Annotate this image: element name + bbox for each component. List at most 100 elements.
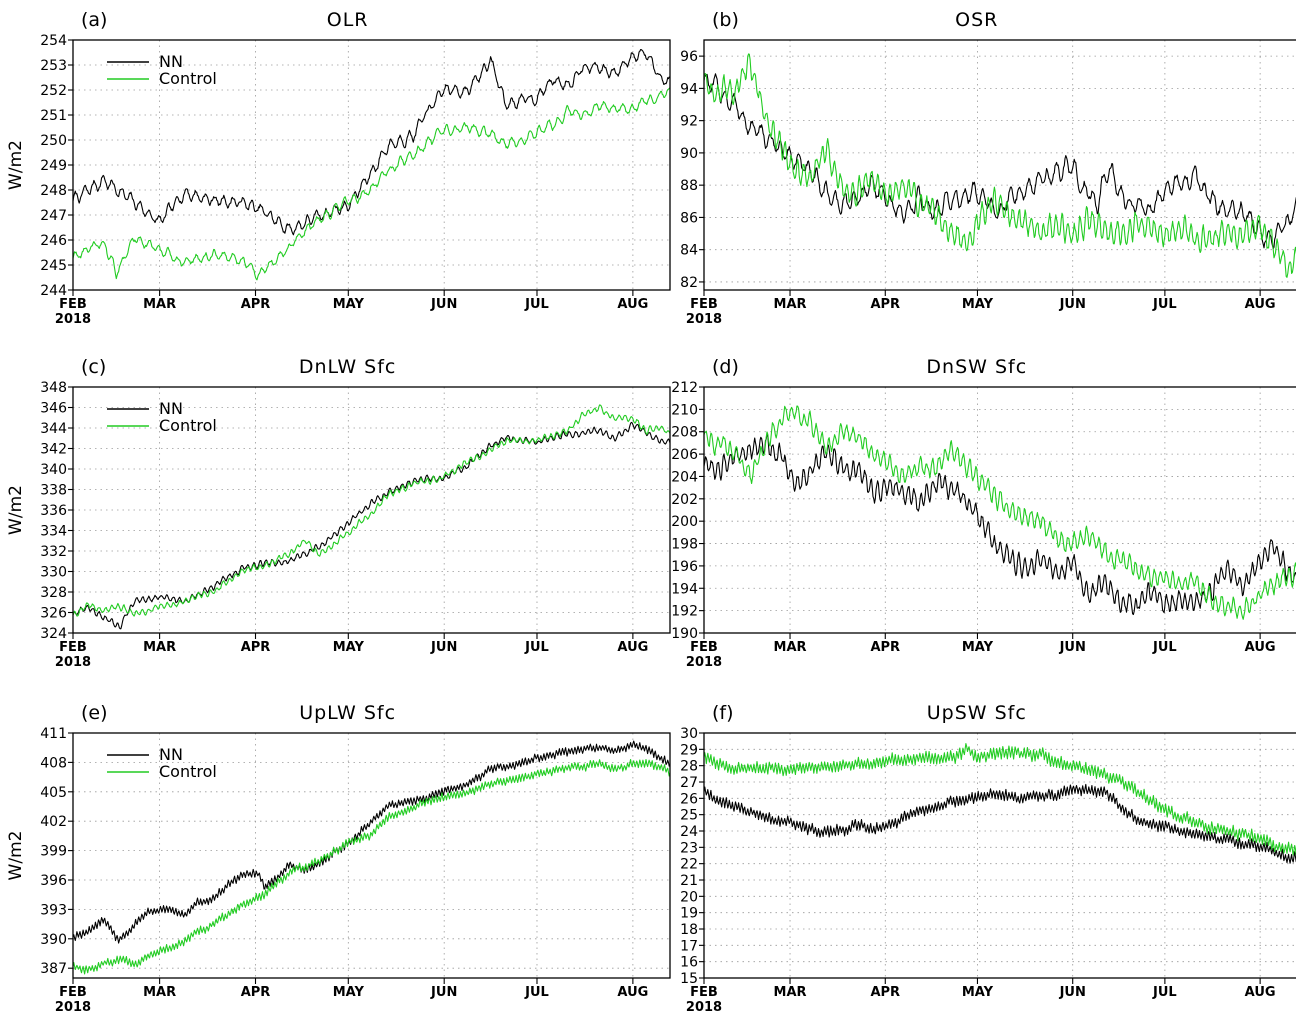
x-tick-label: MAY [333,297,365,312]
legend-label-control: Control [159,416,217,435]
y-tick-label: 249 [40,158,67,174]
x-tick-label: MAR [143,985,176,1000]
x-tick-label: MAY [333,985,365,1000]
x-tick-sublabel: 2018 [55,1000,91,1015]
series-line-control [703,405,1296,620]
y-tick-label: 346 [40,401,67,417]
panel-a: 244 245 246 247 248 249 250 251 252 253 254 FEB2018… [6,9,671,327]
series-line-control [72,404,671,617]
y-tick-label: 326 [40,606,67,622]
x-tick-label: AUG [1245,297,1276,312]
y-tick-label: 336 [40,503,67,519]
y-tick-label: 251 [40,108,67,124]
panel-label: (e) [81,702,108,724]
panel-label: (b) [712,9,739,31]
y-axis-label: W/m2 [6,485,26,535]
panel-title: DnLW Sfc [299,356,397,378]
x-tick-label: AUG [1245,640,1276,655]
y-tick-label: 196 [671,559,698,575]
x-tick-label: JUN [1059,297,1086,312]
y-tick-label: 20 [680,889,698,905]
y-tick-label: 204 [671,469,698,485]
x-tick-label: MAR [143,640,176,655]
y-tick-label: 23 [680,840,698,856]
y-tick-label: 24 [680,824,698,840]
panel-title: UpLW Sfc [299,702,396,724]
x-tick-label: JUL [1152,640,1177,655]
panel-title: OLR [327,9,369,31]
plot-frame [72,732,671,979]
y-tick-label: 92 [680,114,698,130]
y-tick-label: 25 [680,808,698,824]
y-tick-label: 348 [40,380,67,396]
x-tick-label: FEB [59,985,87,1000]
y-tick-label: 22 [680,857,698,873]
y-tick-label: 396 [40,873,67,889]
y-tick-label: 94 [680,81,698,97]
x-tick-sublabel: 2018 [686,312,722,327]
y-tick-label: 390 [40,932,67,948]
plot-frame [703,386,1296,634]
x-tick-label: APR [241,985,271,1000]
y-tick-label: 324 [40,626,67,642]
legend-label-nn: NN [159,745,183,764]
panel-c: 324 326 328 330 332 334 336 338 340 342 344 346 348 F… [6,356,671,670]
x-tick-label: MAR [774,985,807,1000]
y-tick-label: 245 [40,258,67,274]
x-tick-label: JUN [1059,640,1086,655]
y-tick-label: 90 [680,146,698,162]
panel-title: UpSW Sfc [927,702,1027,724]
y-tick-label: 210 [671,402,698,418]
x-tick-label: FEB [690,297,718,312]
series-line-nn [72,49,671,236]
y-tick-label: 399 [40,844,67,860]
x-tick-label: AUG [1245,985,1276,1000]
y-tick-label: 208 [671,425,698,441]
y-tick-label: 254 [40,33,67,49]
x-tick-label: AUG [617,297,648,312]
y-tick-label: 15 [680,971,698,987]
y-tick-label: 402 [40,814,67,830]
series-line-control [72,758,671,975]
y-tick-label: 408 [40,755,67,771]
y-tick-label: 332 [40,544,67,560]
x-tick-sublabel: 2018 [686,655,722,670]
x-tick-sublabel: 2018 [686,1000,722,1015]
legend-label-nn: NN [159,399,183,418]
y-tick-label: 26 [680,791,698,807]
y-tick-label: 29 [680,742,698,758]
series-line-nn [72,740,671,944]
y-tick-label: 328 [40,585,67,601]
x-tick-label: APR [870,297,900,312]
x-tick-label: MAY [962,297,994,312]
y-tick-label: 86 [680,210,698,226]
y-tick-label: 244 [40,283,67,299]
y-tick-label: 194 [671,581,698,597]
x-tick-label: MAY [962,985,994,1000]
y-tick-label: 342 [40,442,67,458]
x-tick-label: APR [241,640,271,655]
y-tick-label: 253 [40,58,67,74]
x-tick-label: JUL [1152,297,1177,312]
legend-label-nn: NN [159,52,183,71]
panel-d: 190 192 194 196 198 200 202 204 206 208 210 212 FEB2… [671,356,1296,670]
legend-label-control: Control [159,69,217,88]
y-tick-label: 250 [40,133,67,149]
legend-label-control: Control [159,762,217,781]
y-tick-label: 82 [680,275,698,291]
y-tick-label: 202 [671,492,698,508]
y-tick-label: 246 [40,233,67,249]
x-tick-sublabel: 2018 [55,655,91,670]
x-tick-label: MAY [333,640,365,655]
y-tick-label: 247 [40,208,67,224]
y-tick-label: 198 [671,537,698,553]
y-tick-label: 200 [671,514,698,530]
series-line-control [703,53,1296,278]
x-tick-label: FEB [690,640,718,655]
y-tick-label: 248 [40,183,67,199]
x-tick-label: JUN [430,640,457,655]
y-tick-label: 17 [680,938,698,954]
